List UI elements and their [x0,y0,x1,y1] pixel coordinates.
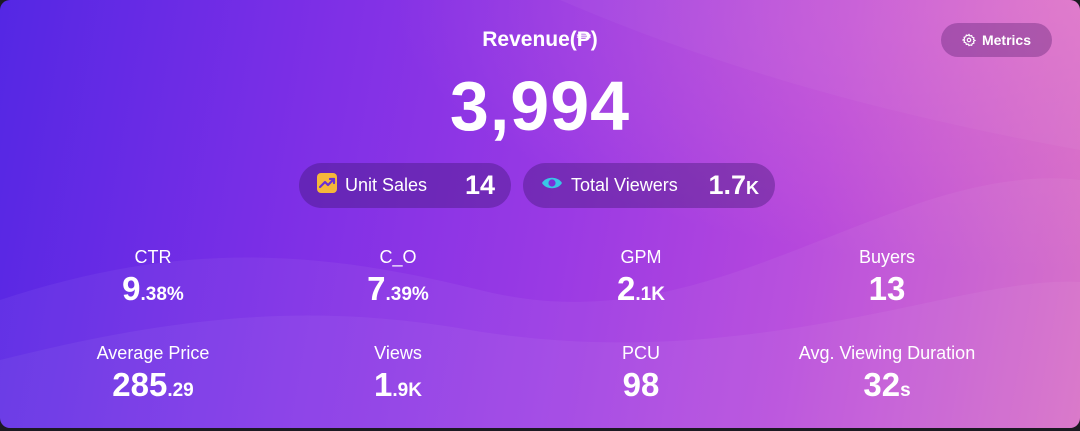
total-viewers-pill[interactable]: Total Viewers 1.7K [523,163,775,208]
stat-value: 13 [868,270,906,307]
stat-label: GPM [620,247,662,267]
stat-value: 32s [863,366,911,403]
stat-avg-viewing-duration: Avg. Viewing Duration 32s [757,342,1017,410]
stat-value: 1.9K [374,366,422,403]
total-viewers-value: 1.7K [708,170,759,200]
stat-value: 98 [622,366,660,403]
metrics-button-label: Metrics [981,32,1032,48]
unit-sales-label: Unit Sales [345,175,428,195]
revenue-title: Revenue(₱) [482,28,598,51]
stat-label: Buyers [858,247,916,267]
stat-value: 9.38% [122,270,184,307]
gear-icon [961,33,976,47]
stat-label: PCU [621,343,660,363]
stat-value: 2.1K [617,270,665,307]
stat-label: CTR [134,247,172,267]
stat-value: 285.29 [112,366,194,403]
eye-icon [541,175,563,196]
stat-pcu: PCU 98 [511,342,771,410]
total-viewers-label: Total Viewers [571,175,678,195]
unit-sales-pill[interactable]: Unit Sales 14 [299,163,511,208]
stat-gpm: GPM 2.1K [511,246,771,314]
stat-views: Views 1.9K [268,342,528,410]
metrics-button[interactable]: Metrics [941,23,1052,57]
stat-label: C_O [379,247,417,267]
revenue-value: 3,994 [449,67,631,145]
stat-label: Views [374,343,422,363]
stat-label: Avg. Viewing Duration [798,343,976,363]
stat-buyers: Buyers 13 [757,246,1017,314]
unit-sales-value: 14 [464,170,495,200]
stat-c-o: C_O 7.39% [268,246,528,314]
trend-up-icon [317,173,337,198]
stat-value: 7.39% [367,270,429,307]
stat-ctr: CTR 9.38% [23,246,283,314]
stat-label: Average Price [96,343,210,363]
stat-average-price: Average Price 285.29 [23,342,283,410]
